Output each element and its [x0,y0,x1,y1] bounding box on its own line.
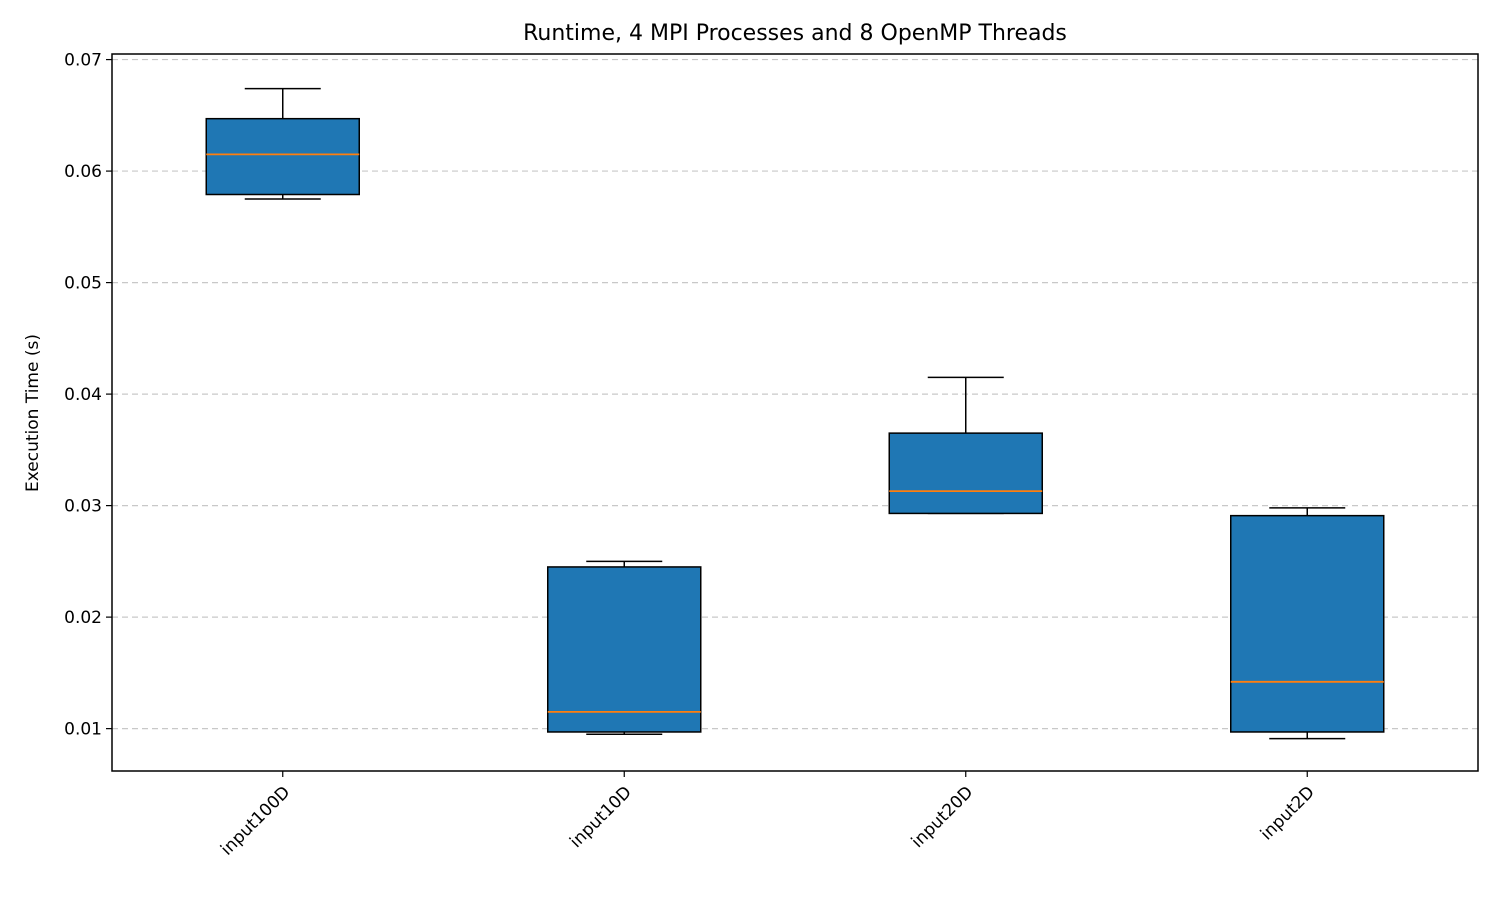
y-tick-label: 0.02 [64,608,102,628]
y-tick-label: 0.05 [64,274,102,294]
box-body [547,566,702,733]
box-body [888,432,1043,515]
chart-title: Runtime, 4 MPI Processes and 8 OpenMP Th… [523,21,1067,46]
y-tick-label: 0.04 [64,385,102,405]
box-input20D [888,376,1043,515]
y-tick-label: 0.07 [64,51,102,71]
y-axis-ticks: 0.01 0.02 0.03 0.04 0.05 0.06 0.07 [64,51,112,740]
y-axis-label: Execution Time (s) [23,334,43,492]
plot-area-frame [111,53,1479,772]
grid-lines [112,58,1478,730]
y-tick-label: 0.06 [64,162,102,182]
box-body [1230,514,1385,733]
box-input2D [1230,507,1385,740]
box-series [205,87,1385,740]
box-input100D [205,87,360,200]
box-input10D [547,560,702,735]
y-tick-label: 0.01 [64,720,102,740]
box-body [205,117,360,196]
y-tick-label: 0.03 [64,497,102,517]
